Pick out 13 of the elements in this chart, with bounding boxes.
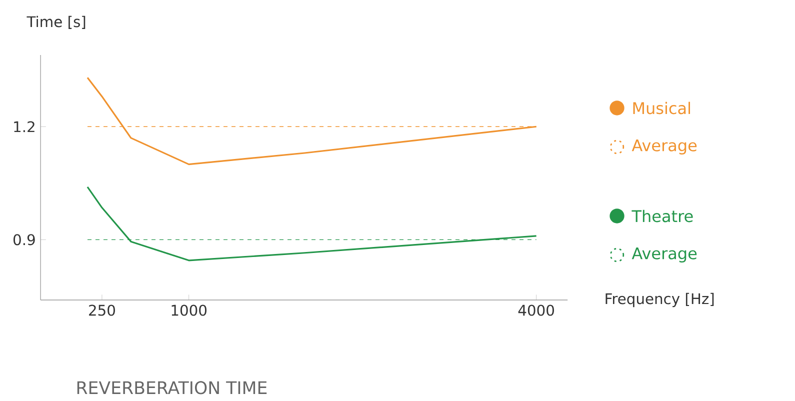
line-series — [86, 186, 538, 262]
legend-label: Theatre — [632, 210, 693, 222]
y-axis-title: Time [s] — [26, 16, 86, 29]
x-tick-label: 250 — [89, 304, 115, 316]
y-tick-label: 0.9 — [14, 234, 35, 246]
legend-label: Musical — [633, 102, 690, 114]
legend-label: Average — [632, 248, 697, 262]
y-tick-label: 1.2 — [14, 121, 34, 132]
x-tick-label: 1000 — [172, 304, 206, 316]
x-axis-title: Frequency [Hz] — [606, 292, 714, 308]
x-tick-label: 4000 — [518, 304, 554, 316]
text: REVERBERATION TIME — [77, 381, 267, 394]
legend-label: Average — [632, 140, 697, 154]
